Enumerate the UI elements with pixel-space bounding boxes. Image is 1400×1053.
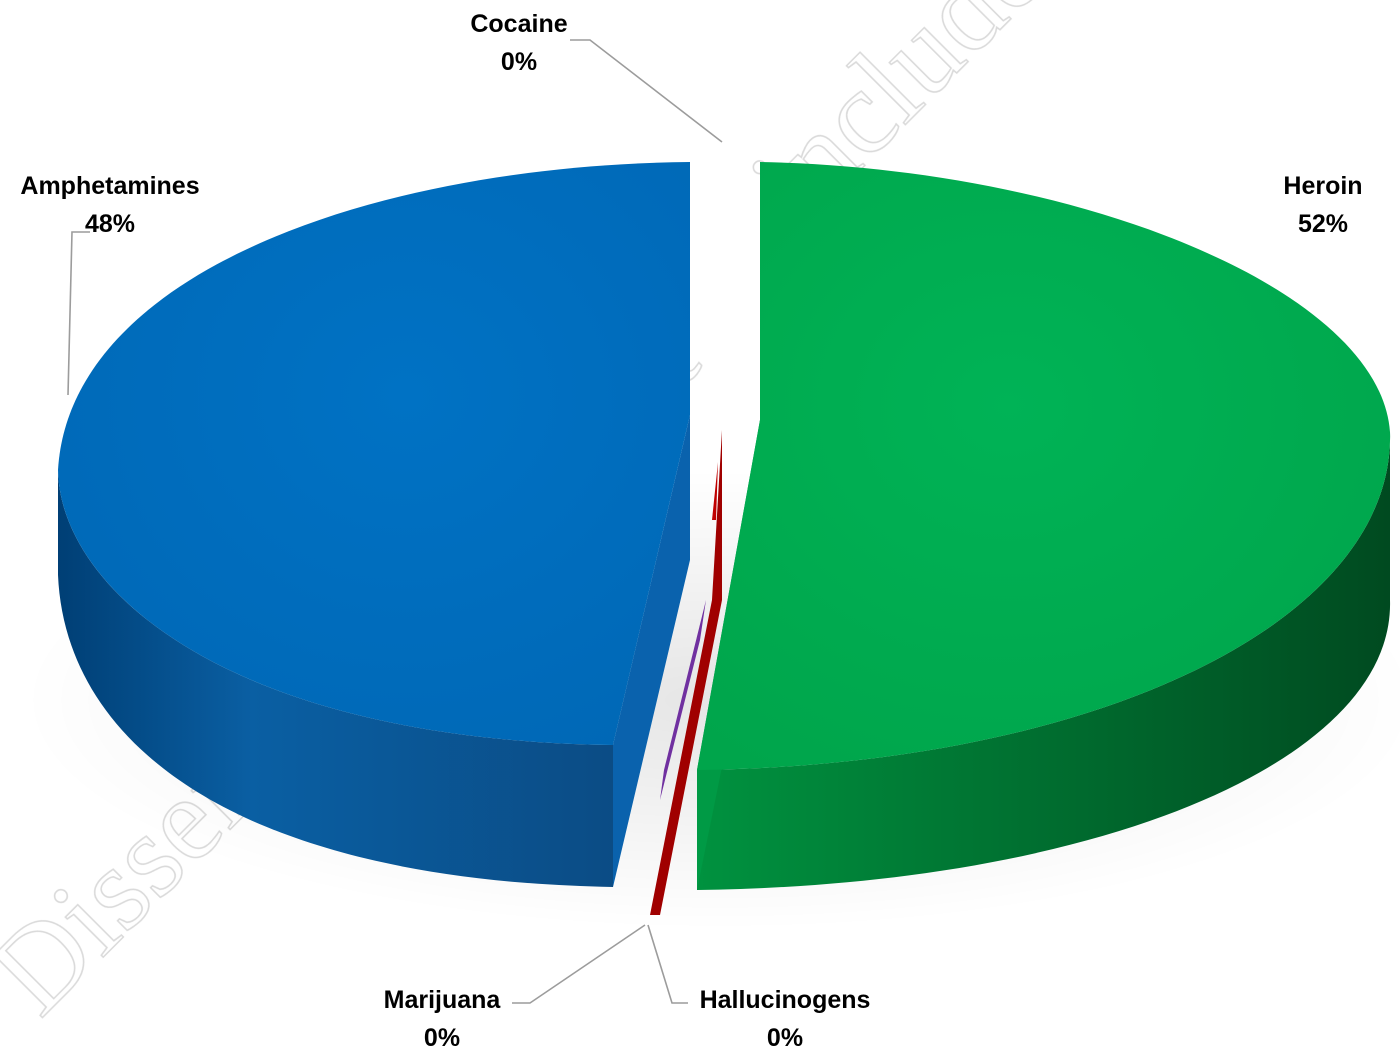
data-labels: Cocaine 0% Amphetamines 48% Heroin 52% M… <box>20 10 1362 1052</box>
slice-amphetamines-side <box>58 470 613 887</box>
slice-cocaine-shape <box>712 462 718 520</box>
label-cocaine-pct: 0% <box>501 48 537 76</box>
slice-cocaine[interactable] <box>712 462 718 520</box>
slice-hallucinogens-shape <box>650 430 722 915</box>
slice-marijuana[interactable] <box>660 600 706 800</box>
label-amphetamines-pct: 48% <box>85 210 135 238</box>
leader-line-amphetamines <box>67 231 90 396</box>
slice-hallucinogens[interactable] <box>650 430 722 915</box>
label-heroin-pct: 52% <box>1298 210 1348 238</box>
slice-amphetamines[interactable] <box>58 162 690 887</box>
leader-line-hallucinogens <box>647 924 688 1004</box>
slice-amphetamines-inner-side <box>613 415 690 887</box>
label-amphetamines-name: Amphetamines <box>20 172 199 200</box>
label-marijuana-pct: 0% <box>424 1024 460 1052</box>
label-marijuana-name: Marijuana <box>384 986 502 1014</box>
label-heroin-name: Heroin <box>1283 172 1362 200</box>
label-hallucinogens-name: Hallucinogens <box>700 986 871 1014</box>
leader-lines <box>67 39 723 1004</box>
slice-heroin-side <box>697 432 1391 890</box>
label-cocaine-name: Cocaine <box>470 10 567 38</box>
leader-line-marijuana <box>512 924 646 1004</box>
slice-marijuana-shape <box>660 600 706 800</box>
leader-line-cocaine <box>570 39 723 143</box>
slice-heroin-top <box>697 162 1391 770</box>
slice-heroin[interactable] <box>697 162 1391 890</box>
label-hallucinogens-pct: 0% <box>767 1024 803 1052</box>
slice-amphetamines-top <box>58 162 690 745</box>
